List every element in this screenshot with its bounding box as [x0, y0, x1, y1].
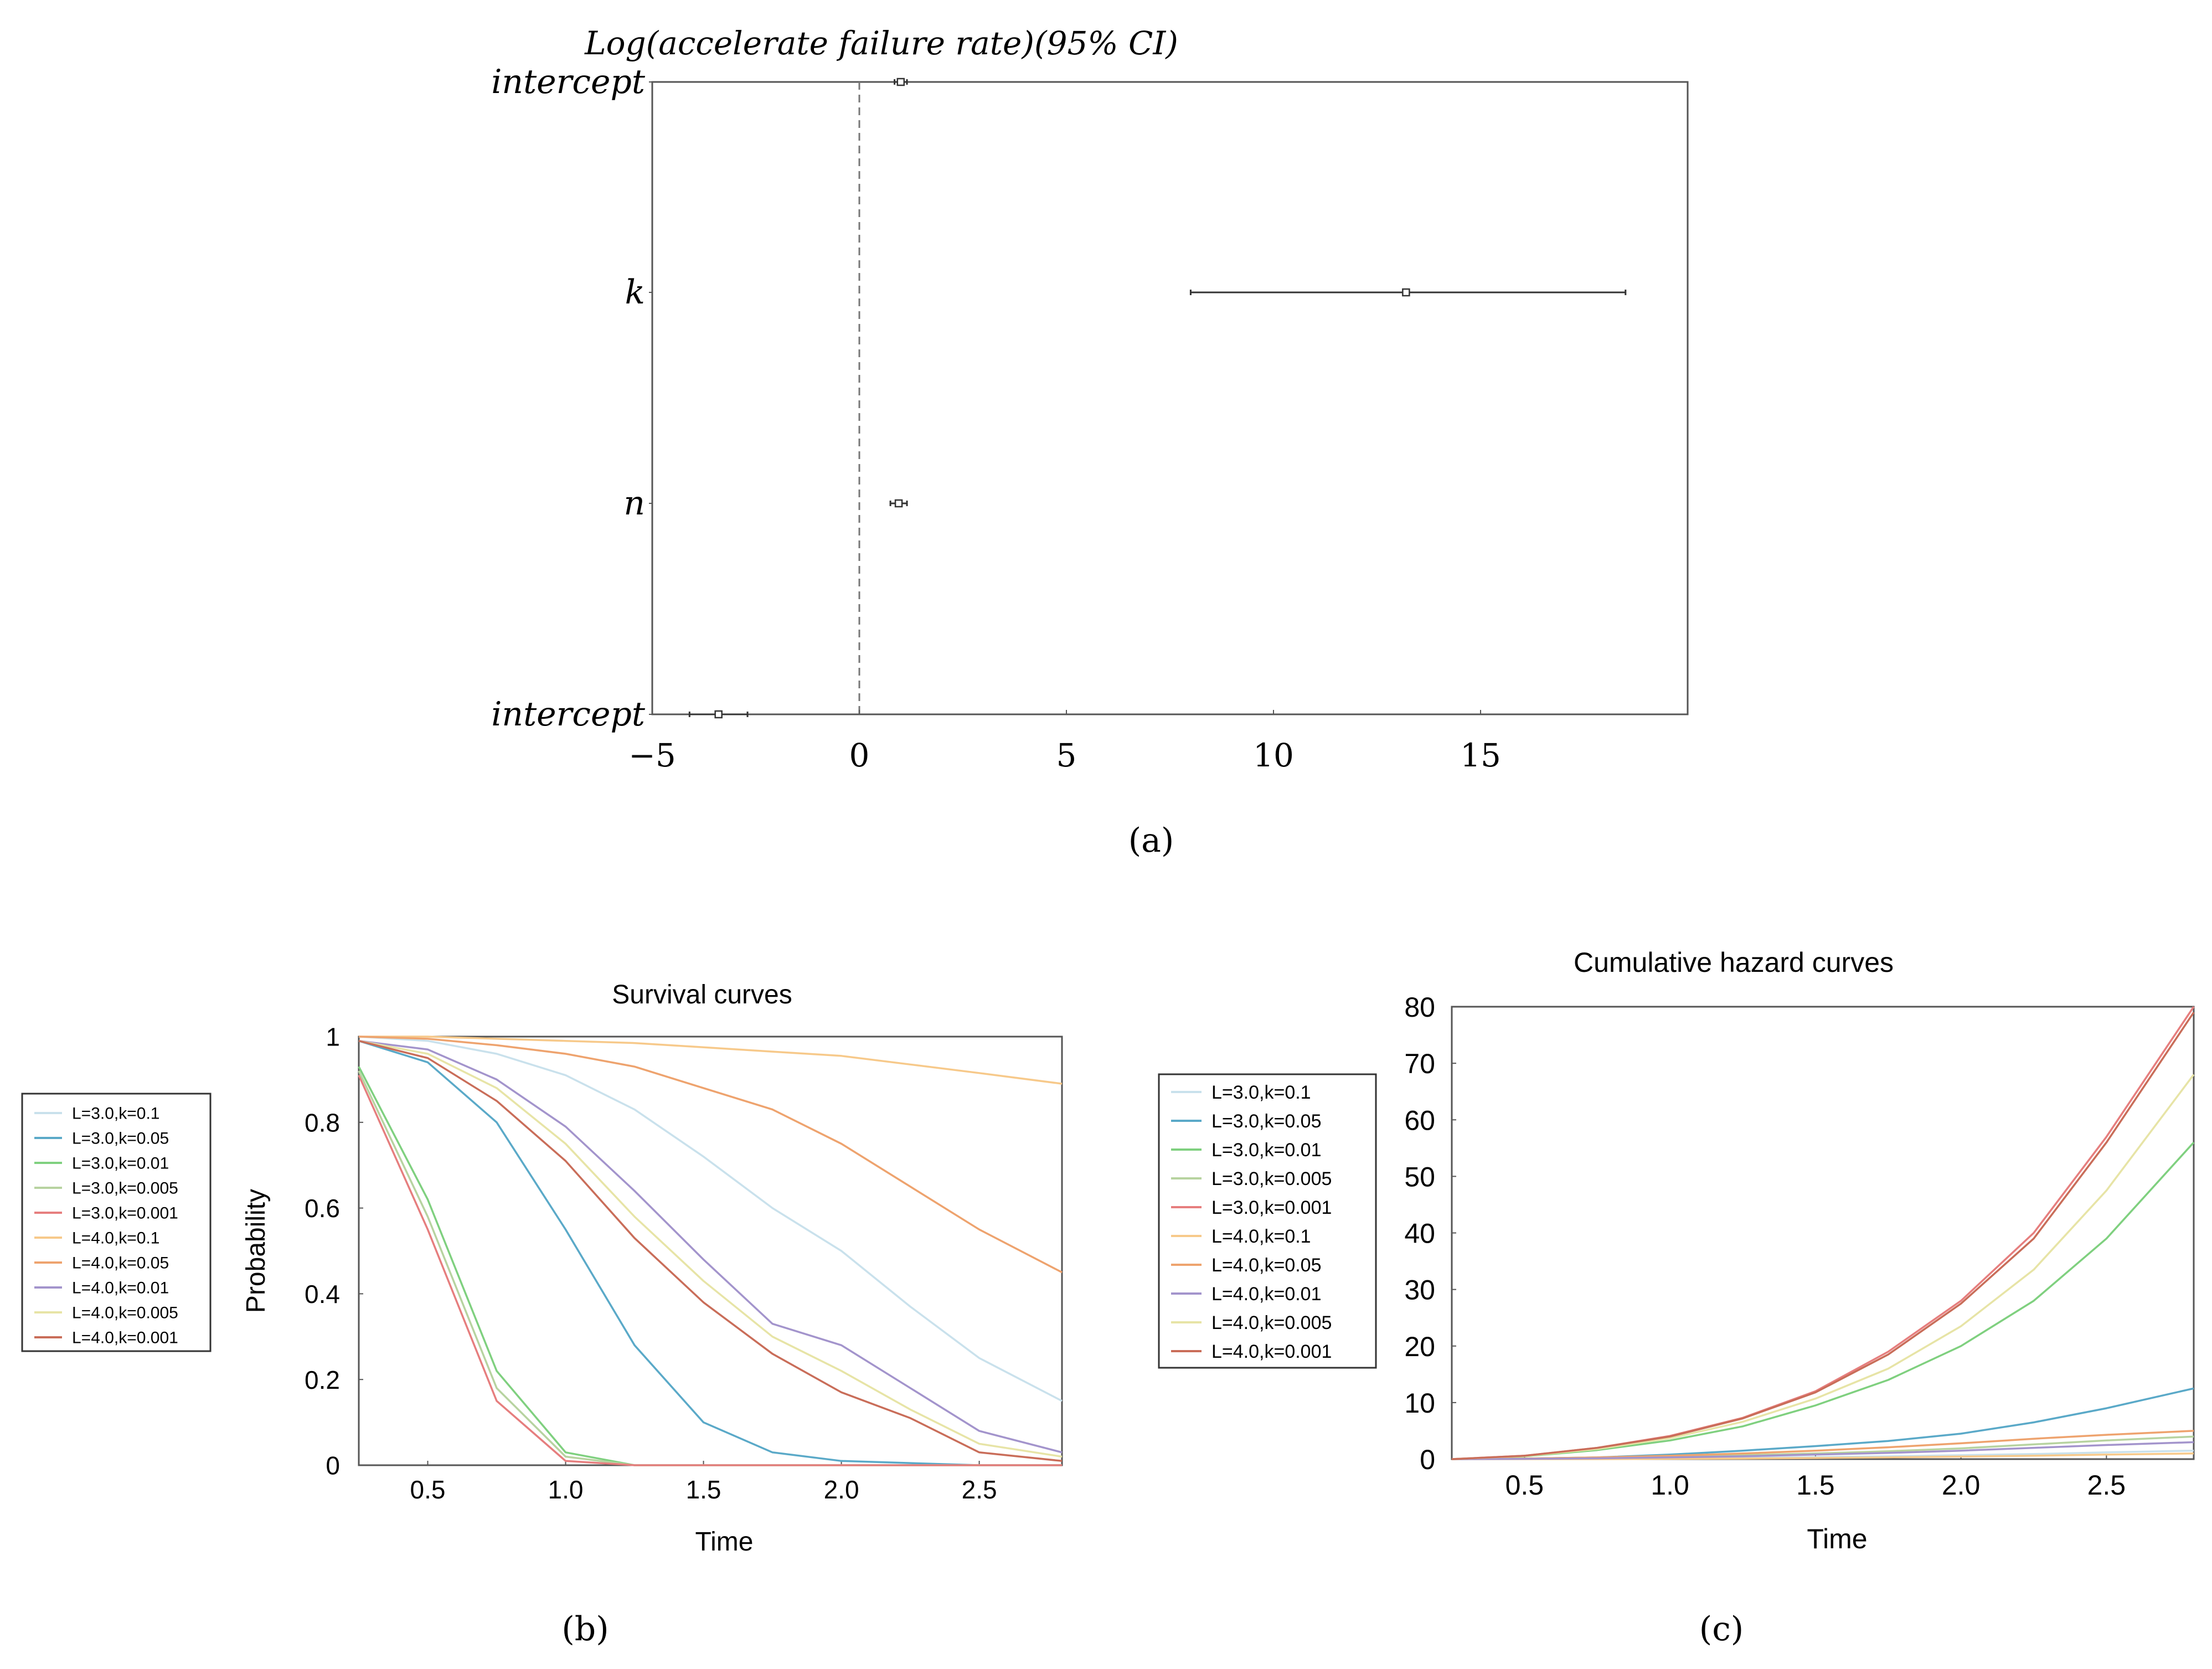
panel-c-series-line: [1451, 1141, 2195, 1460]
panel-c-ytick-label: 30: [1404, 1275, 1435, 1306]
panel-c-series-line: [1451, 1387, 2194, 1460]
panel-c-title: Cumulative hazard curves: [1574, 947, 1894, 978]
panel-b-legend-box: [21, 1093, 212, 1352]
panel-b-ylabel: Probability: [241, 1189, 271, 1313]
panel-b-legend-entry: L=3.0,k=0.01: [72, 1155, 169, 1173]
panel-a-label: (a): [1128, 821, 1174, 860]
panel-c-ytick-label: 70: [1404, 1048, 1435, 1079]
panel-a-estimate-point: [894, 499, 903, 508]
panel-c-xtick-label: 2.0: [1942, 1470, 1981, 1501]
panel-a-estimate-point: [714, 710, 723, 719]
panel-b-series-line: [358, 1039, 1063, 1454]
panel-c-ytick-label: 40: [1404, 1218, 1435, 1249]
panel-c-series-line: [1451, 1012, 2195, 1460]
panel-c-legend-entry: L=3.0,k=0.005: [1211, 1168, 1332, 1189]
panel-c-xtick-label: 2.5: [2087, 1470, 2126, 1501]
panel-c-xtick-label: 1.0: [1651, 1470, 1689, 1501]
panel-b-ytick-label: 0.2: [305, 1366, 340, 1394]
panel-b-series-line: [358, 1070, 1062, 1466]
panel-b-legend-entry: L=4.0,k=0.05: [72, 1254, 169, 1273]
panel-b-survival-chart: Survival curves 0.5 1.0 1.5 2.0 2.5 0 0.2 0.4 0.…: [21, 980, 1063, 1649]
panel-c-legend-entry: L=4.0,k=0.005: [1211, 1312, 1332, 1333]
panel-c-ytick-label: 20: [1404, 1331, 1435, 1362]
panel-b-legend-entry: L=3.0,k=0.05: [72, 1130, 169, 1148]
panel-b-legend-entry: L=3.0,k=0.005: [72, 1179, 178, 1198]
panel-b-series-line: [358, 1040, 1062, 1466]
panel-b-xtick-label: 1.5: [686, 1475, 721, 1504]
panel-a-xtick-label: 15: [1460, 736, 1501, 774]
panel-c-hazard-chart: Cumulative hazard curves 0.5 1.0 1.5 2.0 2.5…: [1158, 947, 2195, 1649]
panel-b-label: (b): [561, 1610, 609, 1649]
panel-b-ytick-label: 0.8: [305, 1108, 340, 1137]
panel-c-legend-entry: L=4.0,k=0.001: [1211, 1341, 1332, 1362]
panel-a-xtick-label: 0: [849, 736, 870, 774]
panel-a-estimate-point: [1402, 288, 1410, 297]
panel-a-xtick-label: −5: [628, 736, 676, 774]
panel-c-xlabel: Time: [1807, 1523, 1867, 1554]
panel-c-legend-entry: L=4.0,k=0.01: [1211, 1284, 1322, 1305]
panel-b-legend-entry: L=4.0,k=0.1: [72, 1229, 159, 1248]
panel-a-row-label: intercept: [491, 63, 646, 101]
panel-c-legend-entry: L=3.0,k=0.1: [1211, 1082, 1311, 1103]
panel-b-legend-entry: L=3.0,k=0.1: [72, 1105, 159, 1123]
panel-a-forest-plot: Log(accelerate failure rate)(95% CI) −5 0…: [491, 24, 1689, 860]
panel-b-series-line: [358, 1074, 1062, 1466]
panel-b-ytick-label: 1: [326, 1023, 340, 1052]
panel-b-xtick-label: 2.5: [962, 1475, 997, 1504]
panel-b-ytick-label: 0.6: [305, 1194, 340, 1223]
panel-c-label: (c): [1699, 1610, 1744, 1649]
panel-c-legend-entry: L=3.0,k=0.05: [1211, 1111, 1322, 1132]
panel-a-estimate-point: [896, 78, 905, 86]
panel-b-xlabel: Time: [695, 1527, 754, 1557]
panel-c-series-line: [1451, 1006, 2195, 1460]
panel-b-series-line: [358, 1040, 1063, 1462]
panel-a-xtick-label: 10: [1253, 736, 1294, 774]
panel-c-legend-box: [1158, 1073, 1377, 1369]
panel-a-row-label: n: [623, 484, 645, 523]
panel-c-ytick-label: 10: [1404, 1388, 1435, 1419]
panel-b-series-line: [359, 1036, 1063, 1085]
panel-a-row-label: intercept: [491, 695, 646, 734]
panel-b-plot-frame: [358, 1036, 1063, 1466]
panel-c-xtick-label: 0.5: [1505, 1470, 1544, 1501]
panel-b-xtick-label: 2.0: [824, 1475, 859, 1504]
panel-c-legend-entry: L=4.0,k=0.05: [1211, 1255, 1322, 1276]
panel-c-ytick-label: 80: [1404, 992, 1435, 1023]
panel-b-series-line: [358, 1036, 1063, 1274]
panel-c-xtick-label: 1.5: [1796, 1470, 1835, 1501]
panel-b-legend-entry: L=4.0,k=0.005: [72, 1304, 178, 1322]
panel-c-ytick-label: 50: [1404, 1161, 1435, 1192]
panel-a-xtick-label: 5: [1056, 736, 1077, 774]
panel-b-xtick-label: 0.5: [410, 1475, 446, 1504]
panel-c-ytick-label: 60: [1404, 1105, 1435, 1136]
panel-b-ytick-label: 0.4: [305, 1280, 340, 1309]
panel-b-legend-entry: L=4.0,k=0.001: [72, 1329, 178, 1347]
panel-a-title: Log(accelerate failure rate)(95% CI): [584, 24, 1178, 62]
panel-b-legend-entry: L=3.0,k=0.001: [72, 1204, 178, 1223]
panel-a-plot-frame: [651, 81, 1689, 715]
panel-c-legend-entry: L=3.0,k=0.01: [1211, 1140, 1322, 1161]
panel-b-ytick-label: 0: [326, 1451, 340, 1480]
panel-c-legend-entry: L=4.0,k=0.1: [1211, 1226, 1311, 1247]
panel-a-row-label: k: [625, 273, 645, 312]
panel-b-title: Survival curves: [612, 980, 792, 1009]
panel-c-ytick-label: 0: [1420, 1444, 1435, 1475]
panel-b-legend-entry: L=4.0,k=0.01: [72, 1279, 169, 1297]
panel-c-series-line: [1451, 1074, 2195, 1460]
panel-c-series-line: [1451, 1441, 2194, 1460]
panel-b-xtick-label: 1.0: [548, 1475, 584, 1504]
panel-b-series-line: [358, 1036, 1063, 1402]
panel-c-legend-entry: L=3.0,k=0.001: [1211, 1197, 1332, 1218]
panel-b-series-line: [358, 1039, 1063, 1458]
panel-c-plot-frame: [1451, 1006, 2195, 1460]
